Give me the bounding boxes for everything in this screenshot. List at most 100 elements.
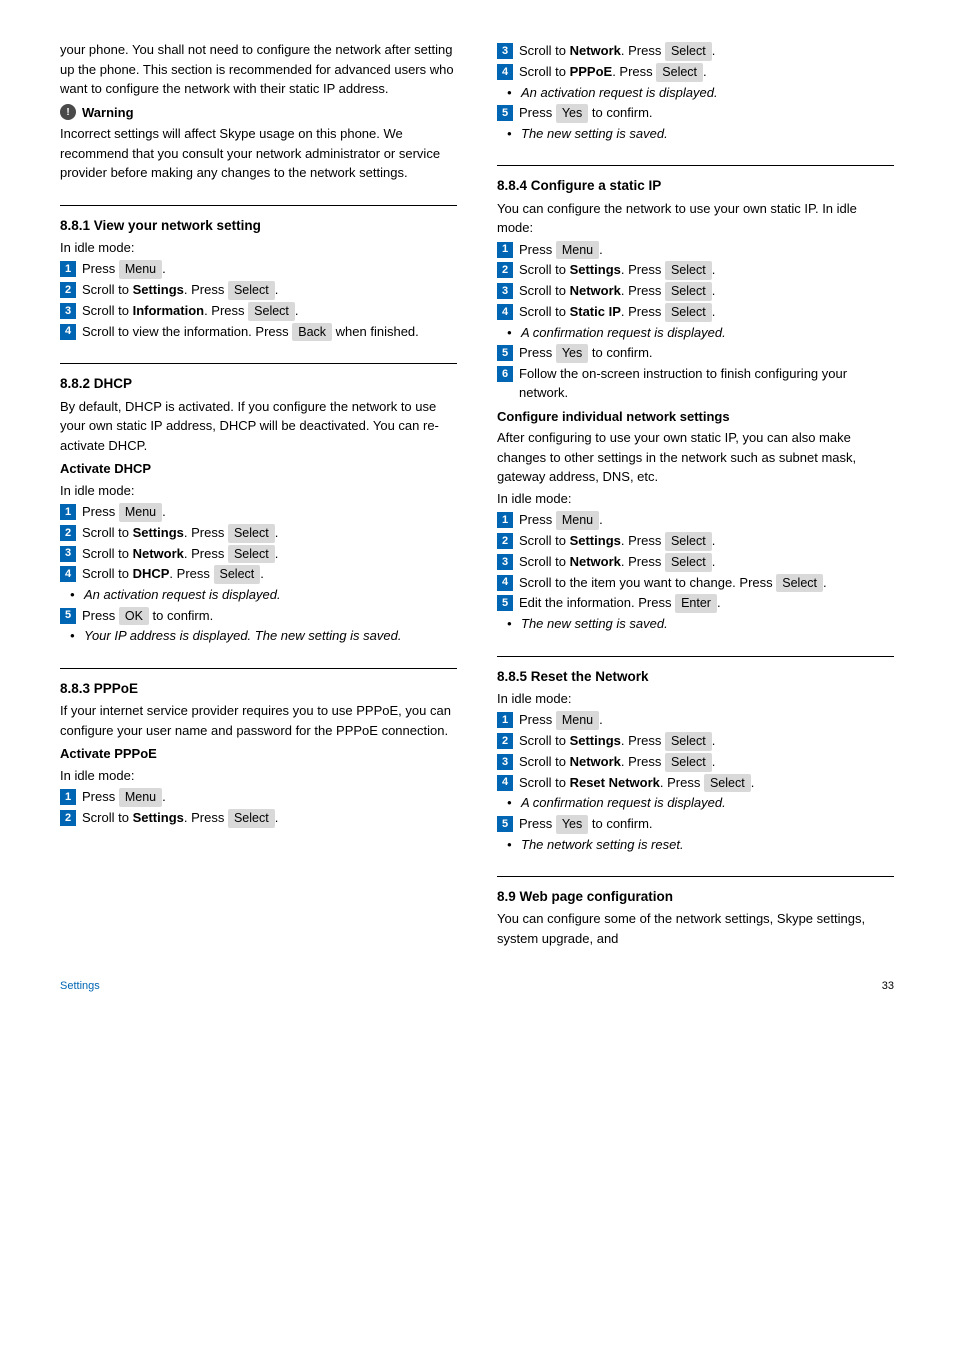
select-button: Select — [228, 281, 275, 300]
footer-page-number: 33 — [882, 978, 894, 995]
step-row: 5 Press Yes to confirm. — [497, 814, 894, 834]
select-button: Select — [228, 545, 275, 564]
step-number: 4 — [497, 64, 513, 80]
select-button: Select — [704, 774, 751, 793]
footer-section-name: Settings — [60, 978, 100, 995]
section-881-title: 8.8.1 View your network setting — [60, 216, 457, 236]
step-text: Scroll to the item you want to change. P… — [519, 573, 894, 593]
step-text: Press Menu. — [519, 510, 894, 530]
step-text: Press Yes to confirm. — [519, 343, 894, 363]
step-number: 3 — [60, 303, 76, 319]
select-button: Select — [248, 302, 295, 321]
menu-button: Menu — [556, 241, 599, 260]
step-row: 2 Scroll to Settings. Press Select. — [497, 531, 894, 551]
step-row: 2 Scroll to Settings. Press Select. — [497, 731, 894, 751]
select-button: Select — [665, 753, 712, 772]
step-row: 2 Scroll to Settings. Press Select. — [497, 260, 894, 280]
step-number: 2 — [497, 533, 513, 549]
step-number: 4 — [497, 775, 513, 791]
step-number: 3 — [497, 754, 513, 770]
bullet-note: An activation request is displayed. — [497, 83, 894, 103]
step-text: Scroll to Settings. Press Select. — [519, 260, 894, 280]
divider — [60, 668, 457, 669]
step-number: 3 — [497, 554, 513, 570]
step-row: 4 Scroll to Static IP. Press Select. — [497, 302, 894, 322]
step-row: 3 Scroll to Information. Press Select. — [60, 301, 457, 321]
step-text: Scroll to Network. Press Select. — [519, 41, 894, 61]
select-button: Select — [656, 63, 703, 82]
menu-button: Menu — [119, 788, 162, 807]
section-883-title: 8.8.3 PPPoE — [60, 679, 457, 699]
bullet-note: Your IP address is displayed. The new se… — [60, 626, 457, 646]
bullet-note: A confirmation request is displayed. — [497, 793, 894, 813]
step-text: Scroll to Settings. Press Select. — [82, 523, 457, 543]
step-text: Press Menu. — [519, 240, 894, 260]
section-89-text: You can configure some of the network se… — [497, 909, 894, 948]
activate-pppoe-heading: Activate PPPoE — [60, 744, 457, 764]
content-columns: your phone. You shall not need to config… — [60, 40, 894, 950]
divider — [60, 363, 457, 364]
idle-mode-text: In idle mode: — [497, 489, 894, 509]
config-individual-text: After configuring to use your own static… — [497, 428, 894, 487]
step-text: Scroll to Network. Press Select. — [519, 552, 894, 572]
select-button: Select — [665, 42, 712, 61]
step-text: Scroll to Network. Press Select. — [519, 281, 894, 301]
step-text: Press Menu. — [519, 710, 894, 730]
step-row: 1 Press Menu. — [60, 787, 457, 807]
step-text: Scroll to Settings. Press Select. — [82, 808, 457, 828]
select-button: Select — [665, 553, 712, 572]
divider — [497, 656, 894, 657]
step-row: 3 Scroll to Network. Press Select. — [497, 752, 894, 772]
menu-button: Menu — [119, 260, 162, 279]
step-number: 1 — [497, 242, 513, 258]
section-882-title: 8.8.2 DHCP — [60, 374, 457, 394]
step-number: 5 — [497, 816, 513, 832]
step-row: 5 Press OK to confirm. — [60, 606, 457, 626]
step-text: Scroll to PPPoE. Press Select. — [519, 62, 894, 82]
step-text: Press Menu. — [82, 787, 457, 807]
step-row: 3 Scroll to Network. Press Select. — [60, 544, 457, 564]
step-text: Scroll to Settings. Press Select. — [519, 731, 894, 751]
step-row: 1 Press Menu. — [497, 510, 894, 530]
select-button: Select — [665, 303, 712, 322]
select-button: Select — [228, 809, 275, 828]
step-row: 1 Press Menu. — [60, 502, 457, 522]
step-number: 5 — [497, 595, 513, 611]
step-row: 3 Scroll to Network. Press Select. — [497, 41, 894, 61]
section-89-title: 8.9 Web page configuration — [497, 887, 894, 907]
step-text: Press Yes to confirm. — [519, 814, 894, 834]
menu-button: Menu — [119, 503, 162, 522]
step-number: 4 — [60, 324, 76, 340]
step-number: 3 — [497, 43, 513, 59]
step-number: 3 — [497, 283, 513, 299]
step-number: 1 — [60, 261, 76, 277]
step-text: Follow the on-screen instruction to fini… — [519, 364, 894, 403]
config-individual-heading: Configure individual network settings — [497, 407, 894, 427]
page-footer: Settings 33 — [60, 978, 894, 995]
yes-button: Yes — [556, 344, 588, 363]
step-row: 1 Press Menu. — [497, 710, 894, 730]
select-button: Select — [228, 524, 275, 543]
bullet-note: The network setting is reset. — [497, 835, 894, 855]
step-number: 2 — [497, 733, 513, 749]
step-row: 3 Scroll to Network. Press Select. — [497, 552, 894, 572]
step-number: 1 — [60, 789, 76, 805]
step-number: 4 — [497, 304, 513, 320]
step-text: Scroll to DHCP. Press Select. — [82, 564, 457, 584]
step-text: Scroll to Reset Network. Press Select. — [519, 773, 894, 793]
step-number: 3 — [60, 546, 76, 562]
step-row: 4 Scroll to PPPoE. Press Select. — [497, 62, 894, 82]
step-row: 1 Press Menu. — [60, 259, 457, 279]
step-number: 5 — [497, 345, 513, 361]
step-text: Scroll to view the information. Press Ba… — [82, 322, 457, 342]
warning-label: Warning — [82, 103, 134, 123]
select-button: Select — [214, 565, 261, 584]
step-row: 5 Edit the information. Press Enter. — [497, 593, 894, 613]
step-text: Press Menu. — [82, 502, 457, 522]
step-number: 2 — [497, 262, 513, 278]
divider — [60, 205, 457, 206]
select-button: Select — [776, 574, 823, 593]
step-row: 4 Scroll to the item you want to change.… — [497, 573, 894, 593]
step-number: 1 — [497, 712, 513, 728]
section-885-title: 8.8.5 Reset the Network — [497, 667, 894, 687]
